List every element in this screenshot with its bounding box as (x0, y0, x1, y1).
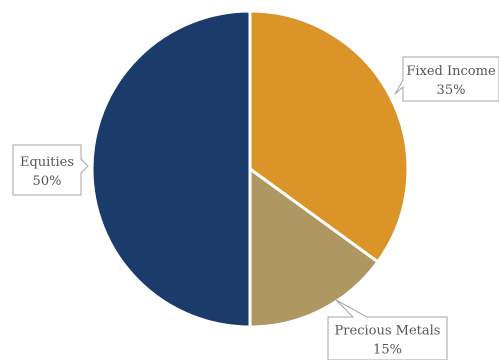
slice-label: Precious Metals (335, 324, 441, 339)
callout-equities: Equities 50% (12, 144, 89, 196)
callout-box (12, 144, 89, 196)
callout-precious-metals: Precious Metals 15% (327, 299, 448, 360)
slice-label: Fixed Income (406, 64, 496, 79)
pie-slices (90, 9, 410, 329)
pie-slice-fixed-income (248, 9, 410, 264)
slice-value-label: 50% (33, 174, 62, 189)
callout-fixed-income: Fixed Income 35% (394, 56, 499, 102)
slice-value-label: 35% (437, 83, 466, 98)
pie-slice-precious-metals (248, 167, 380, 329)
callout-box (394, 56, 499, 102)
slice-label: Equities (20, 155, 74, 170)
pie-slice-equities (90, 9, 252, 329)
callout-box (327, 299, 448, 360)
pie-callouts: Fixed Income 35% Precious Metals 15% Equitie… (12, 56, 499, 360)
slice-value-label: 15% (373, 343, 402, 358)
